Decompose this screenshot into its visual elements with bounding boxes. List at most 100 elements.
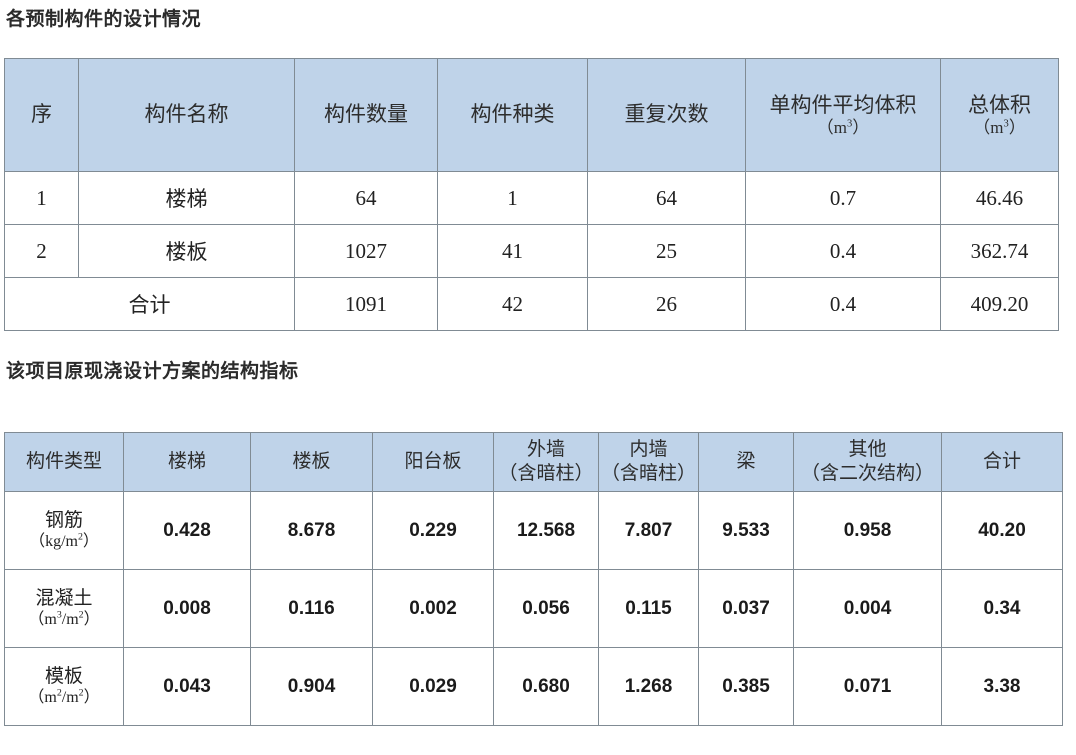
col-header-exterior-wall-sub: （含暗柱）	[498, 463, 594, 484]
col-header-component-count-label: 构件数量	[324, 103, 408, 127]
cell-total-volume: 362.74	[940, 224, 1059, 278]
cell-concrete-interior-wall: 0.115	[598, 569, 699, 648]
cell-concrete-floor-slab: 0.116	[250, 569, 373, 648]
col-header-total: 合计	[941, 432, 1063, 492]
cell-concrete-total: 0.34	[941, 569, 1063, 648]
col-header-balcony-slab: 阳台板	[372, 432, 494, 492]
cell-component-kinds: 1	[437, 171, 588, 225]
cell-formwork-total: 3.38	[941, 647, 1063, 726]
col-header-component-kinds-label: 构件种类	[470, 103, 555, 127]
cell-concrete-beam: 0.037	[698, 569, 794, 648]
col-header-component-type: 构件类型	[4, 432, 124, 492]
col-header-index: 序	[4, 58, 79, 172]
cell-avg-volume: 0.7	[745, 171, 941, 225]
row-header-rebar-unit: （kg/m2）	[29, 532, 99, 551]
col-header-beam: 梁	[698, 432, 794, 492]
row-header-concrete-unit: （m3/m2）	[28, 610, 100, 629]
cell-repeat-times: 25	[587, 224, 746, 278]
row-header-rebar: 钢筋 （kg/m2）	[4, 491, 124, 570]
col-header-component-type-label: 构件类型	[25, 450, 102, 472]
cell-component-name: 楼梯	[78, 171, 295, 225]
cell-total-component-count: 1091	[294, 277, 438, 331]
cell-concrete-stair: 0.008	[123, 569, 251, 648]
col-header-avg-volume: 单构件平均体积 （m3）	[745, 58, 941, 172]
cell-concrete-balcony-slab: 0.002	[372, 569, 494, 648]
cell-formwork-exterior-wall: 0.680	[493, 647, 599, 726]
table-header-row: 序 构件名称 构件数量 构件种类 重复次数 单构件平均体积 （m3）	[4, 58, 1059, 172]
col-header-interior-wall: 内墙 （含暗柱）	[598, 432, 699, 492]
cell-component-kinds: 41	[437, 224, 588, 278]
cell-formwork-other: 0.071	[793, 647, 942, 726]
section-heading-prefab-design: 各预制构件的设计情况	[6, 9, 202, 30]
col-header-total-volume-label: 总体积	[968, 93, 1031, 117]
cell-concrete-other: 0.004	[793, 569, 942, 648]
col-header-other-label: 其他	[848, 438, 887, 460]
col-header-floor-slab-label: 楼板	[292, 450, 331, 472]
cell-total-avg-volume: 0.4	[745, 277, 941, 331]
col-header-avg-volume-unit: （m3）	[816, 117, 870, 137]
row-header-concrete-label: 混凝土	[35, 588, 93, 610]
col-header-total-volume-unit: （m3）	[973, 117, 1026, 137]
cell-concrete-exterior-wall: 0.056	[493, 569, 599, 648]
cell-total-component-kinds: 42	[437, 277, 588, 331]
col-header-balcony-slab-label: 阳台板	[404, 450, 462, 472]
cell-component-count: 1027	[294, 224, 438, 278]
cell-formwork-balcony-slab: 0.029	[372, 647, 494, 726]
col-header-other-sub: （含二次结构）	[800, 463, 934, 484]
structural-indices-table: 构件类型 楼梯 楼板 阳台板 外墙 （含暗柱） 内墙 （含暗柱）	[4, 432, 1063, 726]
cell-rebar-floor-slab: 8.678	[250, 491, 373, 570]
cell-total-label: 合计	[4, 277, 295, 331]
prefab-component-design-table: 序 构件名称 构件数量 构件种类 重复次数 单构件平均体积 （m3）	[4, 58, 1059, 331]
col-header-index-label: 序	[31, 103, 52, 127]
cell-rebar-stair: 0.428	[123, 491, 251, 570]
cell-component-name: 楼板	[78, 224, 295, 278]
cell-formwork-beam: 0.385	[698, 647, 794, 726]
col-header-component-name: 构件名称	[78, 58, 295, 172]
table-row: 钢筋 （kg/m2） 0.428 8.678 0.229 12.568 7.80…	[4, 491, 1063, 570]
col-header-repeat-times: 重复次数	[587, 58, 746, 172]
cell-avg-volume: 0.4	[745, 224, 941, 278]
cell-rebar-beam: 9.533	[698, 491, 794, 570]
col-header-floor-slab: 楼板	[250, 432, 373, 492]
col-header-exterior-wall-label: 外墙	[526, 438, 565, 460]
row-header-formwork: 模板 （m2/m2）	[4, 647, 124, 726]
cell-component-count: 64	[294, 171, 438, 225]
row-header-formwork-label: 模板	[44, 666, 83, 688]
cell-repeat-times: 64	[587, 171, 746, 225]
col-header-stair: 楼梯	[123, 432, 251, 492]
cell-rebar-total: 40.20	[941, 491, 1063, 570]
cell-total-volume: 46.46	[940, 171, 1059, 225]
table-row: 模板 （m2/m2） 0.043 0.904 0.029 0.680 1.268…	[4, 647, 1063, 726]
cell-total-total-volume: 409.20	[940, 277, 1059, 331]
cell-formwork-floor-slab: 0.904	[250, 647, 373, 726]
col-header-interior-wall-sub: （含暗柱）	[600, 463, 696, 484]
cell-total-repeat-times: 26	[587, 277, 746, 331]
row-header-formwork-unit: （m2/m2）	[28, 688, 100, 707]
col-header-component-kinds: 构件种类	[437, 58, 588, 172]
col-header-avg-volume-label: 单构件平均体积	[769, 93, 917, 117]
col-header-repeat-times-label: 重复次数	[624, 103, 709, 127]
col-header-component-count: 构件数量	[294, 58, 438, 172]
section-heading-structural-indices: 该项目原现浇设计方案的结构指标	[6, 361, 299, 382]
cell-index: 1	[4, 171, 79, 225]
col-header-component-name-label: 构件名称	[144, 103, 229, 127]
col-header-total-label: 合计	[982, 450, 1021, 472]
cell-formwork-interior-wall: 1.268	[598, 647, 699, 726]
cell-rebar-exterior-wall: 12.568	[493, 491, 599, 570]
table-row: 1 楼梯 64 1 64 0.7 46.46	[4, 171, 1059, 225]
table-row: 2 楼板 1027 41 25 0.4 362.74	[4, 224, 1059, 278]
row-header-rebar-label: 钢筋	[44, 510, 83, 532]
cell-formwork-stair: 0.043	[123, 647, 251, 726]
table-total-row: 合计 1091 42 26 0.4 409.20	[4, 277, 1059, 331]
cell-rebar-other: 0.958	[793, 491, 942, 570]
table-header-row: 构件类型 楼梯 楼板 阳台板 外墙 （含暗柱） 内墙 （含暗柱）	[4, 432, 1063, 492]
cell-rebar-balcony-slab: 0.229	[372, 491, 494, 570]
table-row: 混凝土 （m3/m2） 0.008 0.116 0.002 0.056 0.11…	[4, 569, 1063, 648]
col-header-beam-label: 梁	[736, 450, 756, 472]
cell-index: 2	[4, 224, 79, 278]
col-header-exterior-wall: 外墙 （含暗柱）	[493, 432, 599, 492]
col-header-stair-label: 楼梯	[167, 450, 206, 472]
cell-rebar-interior-wall: 7.807	[598, 491, 699, 570]
row-header-concrete: 混凝土 （m3/m2）	[4, 569, 124, 648]
